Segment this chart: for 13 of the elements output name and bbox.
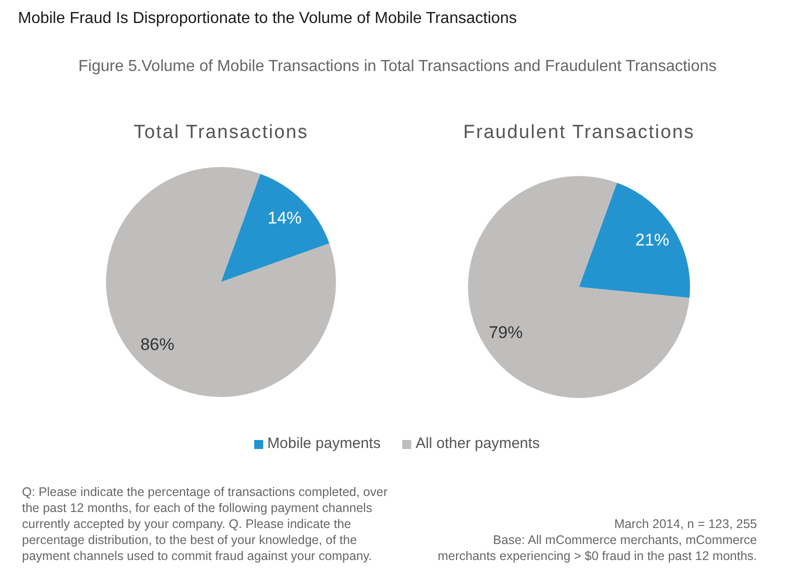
data-label: 86% [140,334,174,354]
chart-subtitle: Figure 5.Volume of Mobile Transactions in Total Transactions and Fraudulent Transactions [77,57,718,76]
text: March 2014, n = 123, 255 [613,516,757,532]
text: Q: Please indicate the percentage of transactions completed, over the past 12 months, for each of the following payment channels currently accepted by your company. Q. Please indicate the percentage distribution, to the best of your knowledge, of the payment channels used to commit fraud against your company. [22,484,388,564]
chart-title: Mobile Fraud Is Disproportionate to the Volume of Mobile Transactions [18,9,517,28]
slice-label: Fraudulent Transactions [462,121,696,144]
data-label: 14% [268,208,302,228]
slice-label: Total Transactions [132,121,310,144]
text: Base: All mCommerce merchants, mCommerce merchants experiencing > $0 fraud in the past 12 months. [436,532,757,564]
data-label: 79% [488,322,523,342]
data-label: 21% [635,230,670,250]
legend-label: All other payments [416,435,540,453]
legend-label: Mobile payments [267,435,381,453]
